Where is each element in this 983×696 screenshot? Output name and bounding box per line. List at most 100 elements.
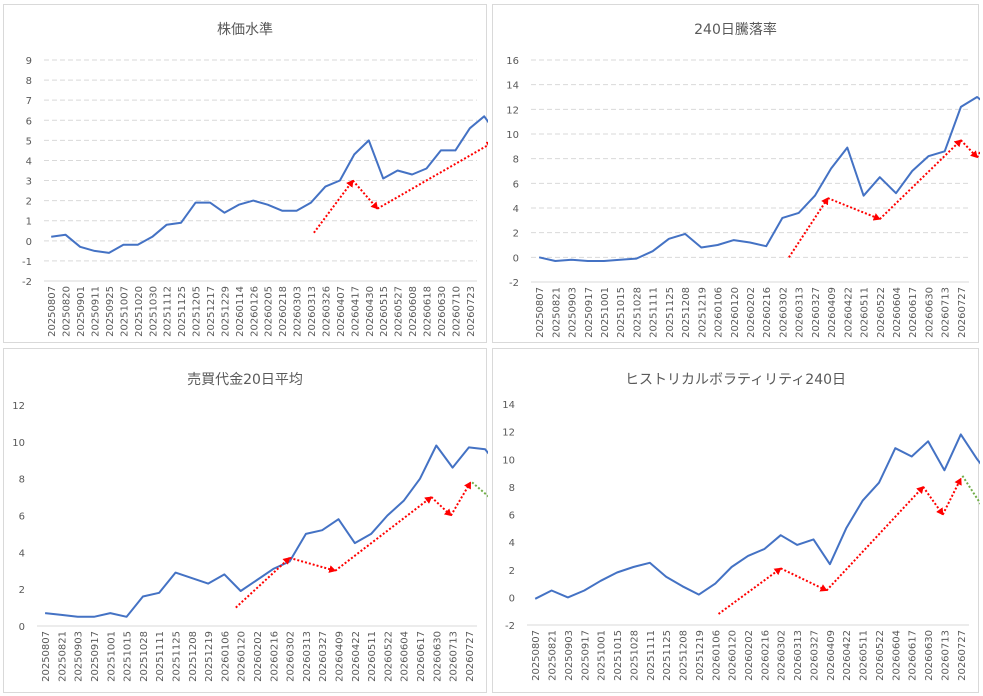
y-tick-label: 12 [506, 105, 519, 116]
series-line [44, 444, 488, 618]
x-tick-label: 20260216 [269, 631, 280, 682]
x-tick-label: 20251111 [646, 630, 657, 681]
x-tick-label: 20260216 [762, 287, 773, 338]
x-tick-label: 20250925 [105, 286, 116, 337]
chart-svg: -2 0 2 4 6 8 10 12 14 20250807 20250821 20250903 202… [502, 400, 980, 681]
series-line [538, 96, 980, 262]
y-tick-label: 2 [513, 229, 519, 240]
y-tick-label: 1 [26, 217, 32, 228]
x-tick-label: 20250917 [580, 630, 591, 681]
x-tick-label: 20260313 [302, 631, 313, 682]
x-tick-label: 20251001 [597, 630, 608, 681]
y-tick-label: 4 [26, 156, 32, 167]
trend-arrow-up [827, 197, 881, 221]
x-tick-label: 20260327 [811, 287, 822, 338]
y-tick-label: 9 [26, 56, 32, 67]
x-tick-label: 20260511 [860, 287, 871, 338]
trend-arrow-down [471, 481, 488, 498]
x-tick-label: 20250917 [584, 287, 595, 338]
y-tick-label: 14 [506, 81, 519, 92]
x-tick-label: 20260630 [924, 287, 935, 338]
trend-arrow-up [376, 141, 488, 210]
trend-arrow-up [352, 179, 379, 210]
y-tick-label: -1 [22, 257, 32, 268]
x-tick-label: 20260120 [237, 631, 248, 682]
y-tick-label: 6 [513, 179, 519, 190]
x-tick-label: 20251030 [148, 286, 159, 337]
x-tick-label: 20251125 [662, 630, 673, 681]
chart-title: 売買代金20日平均 [187, 372, 303, 388]
y-tick-label: 2 [26, 197, 32, 208]
x-tick-label: 20260617 [416, 631, 427, 682]
x-tick-label: 20251001 [600, 287, 611, 338]
y-tick-label: 3 [26, 177, 32, 188]
x-tick-label: 20260727 [957, 287, 968, 338]
trend-arrow-up [717, 567, 782, 615]
x-tick-label: 20250820 [62, 286, 73, 337]
x-tick-label: 20251125 [177, 286, 188, 337]
x-tick-label: 20260106 [711, 630, 722, 681]
x-tick-label: 20260710 [451, 286, 462, 337]
y-tick-label: 12 [12, 401, 25, 412]
x-tick-label: 20251208 [681, 287, 692, 338]
y-tick-label: 10 [502, 455, 515, 466]
y-tick-label: 2 [19, 585, 25, 596]
x-tick-label: 20251125 [172, 631, 183, 682]
x-tick-label: 20251111 [649, 287, 660, 338]
x-tick-label: 20260202 [744, 630, 755, 681]
x-tick-label: 20260522 [383, 631, 394, 682]
chart-trading-value-20d-avg: 売買代金20日平均 0 2 4 6 8 10 12 20250807 20250821 20250… [3, 348, 488, 693]
trend-arrow-up [941, 477, 962, 515]
y-tick-label: -2 [505, 621, 515, 632]
y-tick-label: 10 [506, 130, 519, 141]
y-tick-label: 4 [19, 548, 25, 559]
x-tick-label: 20251028 [629, 630, 640, 681]
trend-arrow-up [788, 197, 829, 258]
x-tick-label: 20260218 [278, 286, 289, 337]
x-tick-label: 20250903 [564, 630, 575, 681]
x-tick-label: 20260106 [220, 631, 231, 682]
x-tick-label: 20260713 [940, 630, 951, 681]
trend-arrow-up [780, 567, 828, 592]
x-tick-label: 20260608 [408, 286, 419, 337]
x-tick-label: 20251111 [155, 631, 166, 682]
y-tick-label: 8 [26, 76, 32, 87]
x-tick-label: 20260713 [449, 631, 460, 682]
y-tick-label: 8 [509, 483, 515, 494]
trend-arrow-up [922, 486, 944, 516]
y-tick-label: 8 [513, 155, 519, 166]
chart-svg: 0 2 4 6 8 10 12 20250807 20250821 20250903 2025091… [12, 401, 488, 682]
x-tick-label: 20251205 [192, 286, 203, 337]
x-tick-label: 20250821 [57, 631, 68, 682]
x-tick-label: 20251015 [613, 630, 624, 681]
x-tick-label: 20260409 [827, 287, 838, 338]
x-tick-label: 20260630 [437, 286, 448, 337]
x-tick-label: 20251219 [695, 630, 706, 681]
x-tick-label: 20260604 [891, 630, 902, 681]
x-tick-label: 20250807 [41, 631, 52, 682]
trend-arrow-up [334, 496, 433, 572]
x-tick-label: 20250903 [568, 287, 579, 338]
x-tick-label: 20260515 [379, 286, 390, 337]
trend-arrow-up [430, 496, 452, 517]
x-tick-label: 20250911 [91, 286, 102, 337]
x-tick-label: 20260617 [908, 287, 919, 338]
y-tick-label: 12 [502, 428, 515, 439]
x-tick-label: 20260618 [422, 286, 433, 337]
x-tick-label: 20260604 [892, 287, 903, 338]
y-tick-label: 6 [509, 511, 515, 522]
trend-arrow-up [235, 557, 291, 609]
chart-title: ヒストリカルボラティリティ240日 [624, 372, 847, 388]
x-tick-label: 20260327 [318, 631, 329, 682]
chart-stock-price-level: 株価水準 -2 -1 0 1 2 3 4 5 6 7 8 9 20250807 20250820 20250… [3, 4, 488, 343]
x-tick-label: 20260120 [730, 287, 741, 338]
series-line [534, 433, 980, 600]
x-tick-label: 20251219 [204, 631, 215, 682]
x-tick-label: 20251007 [119, 286, 130, 337]
x-tick-label: 20260511 [367, 631, 378, 682]
x-tick-label: 20260409 [334, 631, 345, 682]
x-tick-label: 20260303 [293, 286, 304, 337]
x-tick-label: 20260327 [809, 630, 820, 681]
y-tick-label: 2 [509, 566, 515, 577]
x-tick-label: 20251208 [679, 630, 690, 681]
